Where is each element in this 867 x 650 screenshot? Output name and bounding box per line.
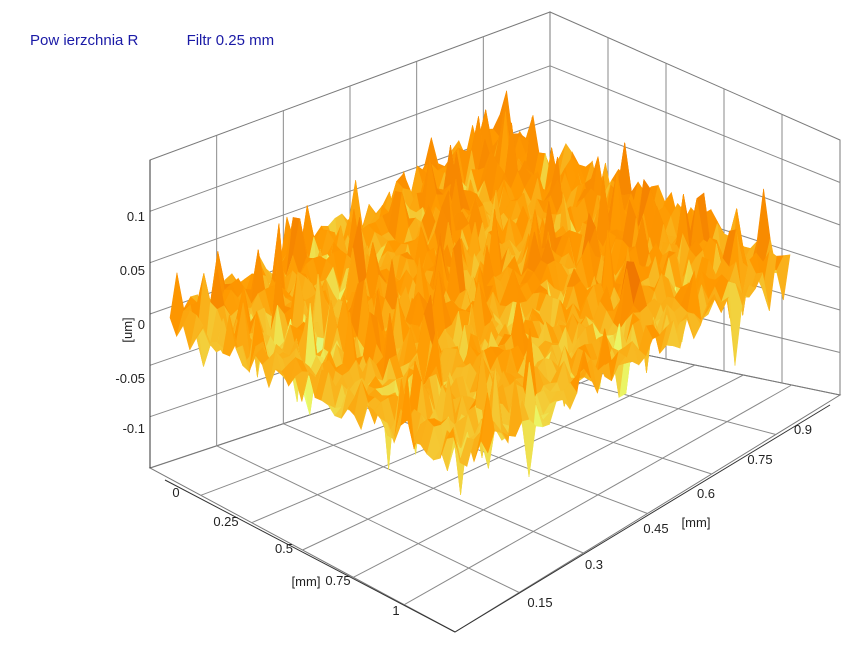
surface-mesh: [169, 90, 791, 495]
filter-label: Filtr 0.25 mm: [186, 32, 275, 49]
z-axis-label: [um]: [120, 317, 135, 342]
chart-title: Pow ierzchnia R: [30, 32, 139, 49]
y-axis-line: [454, 404, 831, 633]
z-tick: 0.1: [127, 209, 145, 224]
z-tick: -0.05: [115, 371, 145, 386]
x-tick: 0: [172, 485, 179, 500]
x-axis-ticks: 0 0.25 0.5 0.75 1: [172, 485, 399, 618]
y-axis-label: [mm]: [682, 515, 711, 530]
x-tick: 0.75: [325, 573, 350, 588]
x-axis-line: [164, 479, 456, 633]
grid-line: [549, 65, 841, 183]
y-tick: 0.6: [697, 486, 715, 501]
x-tick: 0.25: [213, 514, 238, 529]
z-tick: -0.1: [123, 421, 145, 436]
z-axis-ticks: 0.1 0.05 0 -0.05 -0.1: [115, 209, 145, 436]
grid-line: [549, 119, 841, 226]
x-tick: 1: [392, 603, 399, 618]
grid-line: [403, 384, 792, 606]
z-tick: 0: [138, 317, 145, 332]
y-tick: 0.3: [585, 557, 603, 572]
grid-line: [149, 65, 551, 212]
y-axis-ticks: 0.15 0.3 0.45 0.6 0.75 0.9: [527, 422, 812, 610]
z-tick: 0.05: [120, 263, 145, 278]
y-tick: 0.45: [643, 521, 668, 536]
chart-title-bar: Pow ierzchnia R Filtr 0.25 mm: [30, 32, 274, 49]
surface-facet: [453, 427, 468, 467]
x-tick: 0.5: [275, 541, 293, 556]
y-tick: 0.9: [794, 422, 812, 437]
x-axis-label: [mm]: [292, 574, 321, 589]
y-tick: 0.15: [527, 595, 552, 610]
front-frame: [149, 160, 831, 633]
y-tick: 0.75: [747, 452, 772, 467]
